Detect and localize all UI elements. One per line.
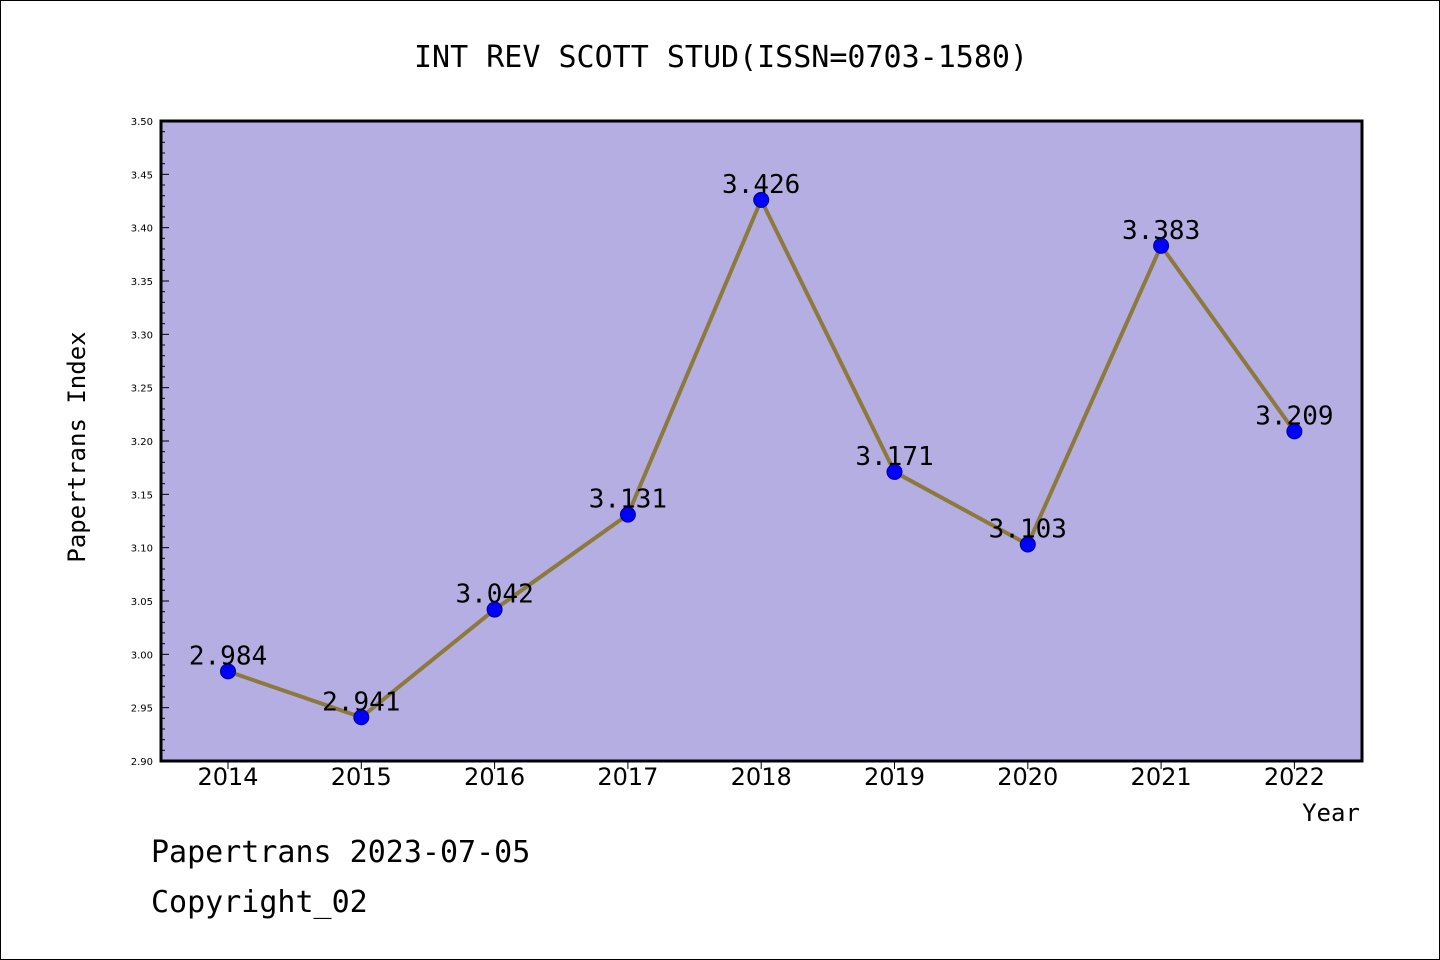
data-labels: 2.984 2.941 3.042 3.131 3.426 3.171 3.103 3.383… — [189, 170, 1334, 717]
x-tick-label: 2014 — [197, 763, 258, 791]
x-tick-label: 2018 — [731, 763, 792, 791]
data-point — [1019, 536, 1036, 553]
y-tick-label: 3.25 — [131, 384, 153, 395]
y-tick-label: 3.15 — [131, 490, 153, 501]
y-tick-label: 3.35 — [131, 277, 153, 288]
y-tick-label: 3.30 — [131, 330, 153, 341]
chart-title: INT REV SCOTT STUD(ISSN=0703-1580) — [414, 40, 1028, 75]
data-label: 3.103 — [989, 514, 1067, 544]
x-tick-label: 2015 — [331, 763, 392, 791]
data-label: 3.171 — [855, 442, 933, 472]
footer-copyright-line: Copyright_02 — [151, 885, 368, 920]
data-point — [1286, 423, 1303, 440]
x-tick-label: 2020 — [997, 763, 1058, 791]
data-point — [220, 663, 236, 680]
plot-area — [159, 119, 1364, 763]
data-label: 2.984 — [189, 641, 267, 671]
data-point — [619, 506, 636, 523]
data-point — [486, 601, 503, 618]
y-tick-label: 3.10 — [131, 544, 153, 555]
data-label: 3.209 — [1255, 401, 1333, 431]
data-label: 3.131 — [589, 485, 667, 515]
y-tick-label: 3.05 — [131, 597, 153, 608]
y-tick-label: 3.50 — [131, 117, 153, 128]
x-axis-label: Year — [1302, 799, 1360, 827]
y-tick-label: 2.95 — [131, 704, 153, 715]
data-label: 3.383 — [1122, 216, 1200, 246]
x-tick-label: 2019 — [864, 763, 925, 791]
y-axis: 2.90 2.95 3.00 3.05 3.10 3.15 3.20 3.25 3.30 3.35… — [131, 117, 169, 768]
y-tick-label: 3.40 — [131, 224, 153, 235]
data-label: 3.426 — [722, 170, 800, 200]
footer-date-line: Papertrans 2023-07-05 — [151, 835, 531, 870]
x-tick-label: 2016 — [464, 763, 525, 791]
x-axis: 2014 2015 2016 2017 2018 2019 2020 2021 2022 — [197, 761, 1325, 791]
data-point — [1153, 237, 1170, 254]
x-tick-label: 2022 — [1264, 763, 1325, 791]
data-point — [353, 709, 370, 726]
data-point — [753, 191, 770, 208]
data-points — [220, 191, 1303, 726]
y-tick-label: 2.90 — [131, 757, 153, 768]
y-axis-label: Papertrans Index — [63, 331, 91, 562]
y-tick-label: 3.20 — [131, 437, 153, 448]
x-tick-label: 2021 — [1131, 763, 1192, 791]
y-tick-label: 3.00 — [131, 650, 153, 661]
data-label: 3.042 — [455, 580, 533, 610]
y-tick-label: 3.45 — [131, 170, 153, 181]
data-point — [886, 463, 903, 480]
data-label: 2.941 — [322, 687, 400, 717]
x-tick-label: 2017 — [597, 763, 658, 791]
